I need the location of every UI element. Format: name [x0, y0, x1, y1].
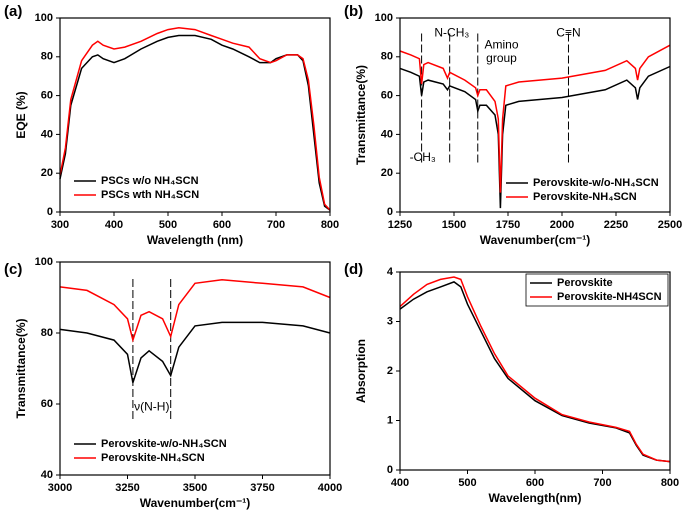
y-tick-label: 60 — [41, 398, 53, 410]
y-axis-title: EQE (%) — [14, 91, 28, 138]
annotation: C≡N — [556, 26, 580, 40]
y-tick-label: 0 — [47, 206, 53, 218]
x-tick-label: 1500 — [442, 219, 466, 231]
y-tick-label: 4 — [387, 266, 394, 278]
y-axis-title: Transmittance(%) — [354, 65, 368, 165]
y-tick-label: 60 — [41, 90, 53, 102]
y-tick-label: 0 — [387, 464, 393, 476]
plot-frame — [399, 17, 671, 213]
x-tick-label: 1250 — [388, 219, 412, 231]
annotation: ν(N-H) — [134, 400, 169, 414]
panel-label: (b) — [344, 3, 363, 20]
x-tick-label: 2500 — [658, 219, 682, 231]
plot-frame — [399, 271, 671, 471]
y-tick-label: 100 — [35, 12, 53, 24]
y-tick-label: 100 — [375, 12, 393, 24]
y-tick-label: 3 — [387, 315, 393, 327]
legend-label: Perovskite-NH₄SCN — [533, 191, 637, 203]
x-tick-label: 400 — [105, 219, 123, 231]
x-tick-label: 600 — [213, 219, 231, 231]
x-tick-label: 3250 — [115, 482, 139, 494]
legend-label: Perovskite-w/o-NH₄SCN — [533, 177, 659, 189]
series-line — [399, 281, 671, 463]
y-tick-label: 80 — [381, 51, 393, 63]
series-line — [59, 279, 331, 343]
x-tick-label: 4000 — [318, 482, 342, 494]
panel-label: (d) — [344, 261, 363, 278]
plot-frame — [59, 261, 331, 476]
x-tick-label: 400 — [391, 477, 409, 489]
x-tick-label: 800 — [661, 477, 679, 489]
x-axis-title: Wavelength(nm) — [489, 491, 582, 505]
x-tick-label: 600 — [526, 477, 544, 489]
x-tick-label: 3500 — [183, 482, 207, 494]
series-line — [59, 321, 331, 383]
x-tick-label: 3000 — [48, 482, 72, 494]
y-tick-label: 2 — [387, 365, 393, 377]
x-tick-label: 3750 — [250, 482, 274, 494]
legend-label: PSCs w/o NH₄SCN — [101, 175, 199, 187]
series-line — [59, 26, 331, 211]
y-tick-label: 20 — [381, 167, 393, 179]
x-tick-label: 300 — [51, 219, 69, 231]
y-axis-title: Transmittance(%) — [14, 318, 28, 418]
legend-label: Perovskite-w/o-NH₄SCN — [101, 438, 227, 450]
y-tick-label: 40 — [41, 128, 53, 140]
series-line — [59, 34, 331, 211]
x-axis-title: Wavelength (nm) — [147, 233, 243, 247]
x-tick-label: 500 — [458, 477, 476, 489]
legend-label: Perovskite-NH4SCN — [557, 291, 662, 303]
x-tick-label: 2250 — [604, 219, 628, 231]
series-line — [399, 276, 671, 463]
x-tick-label: 700 — [593, 477, 611, 489]
panel-label: (c) — [4, 261, 22, 278]
x-tick-label: 500 — [159, 219, 177, 231]
annotation: Amino — [485, 37, 519, 51]
series-line — [399, 65, 671, 209]
legend-box — [525, 273, 669, 307]
y-tick-label: 20 — [41, 167, 53, 179]
y-axis-title: Absorption — [354, 339, 368, 403]
x-axis-title: Wavenumber(cm⁻¹) — [140, 496, 251, 510]
legend-label: Perovskite-NH₄SCN — [101, 452, 205, 464]
panel-label: (a) — [4, 3, 22, 20]
legend-label: Perovskite — [557, 277, 613, 289]
x-tick-label: 1750 — [496, 219, 520, 231]
y-tick-label: 60 — [381, 90, 393, 102]
annotation: -CH₃ — [410, 150, 436, 164]
plot-frame — [59, 17, 331, 213]
annotation: N-CH₃ — [434, 26, 469, 40]
x-tick-label: 700 — [267, 219, 285, 231]
annotation: group — [486, 51, 517, 65]
y-tick-label: 80 — [41, 327, 53, 339]
x-tick-label: 2000 — [550, 219, 574, 231]
legend-label: PSCs wth NH₄SCN — [101, 189, 199, 201]
y-tick-label: 0 — [387, 206, 393, 218]
y-tick-label: 40 — [381, 128, 393, 140]
y-tick-label: 1 — [387, 414, 393, 426]
x-axis-title: Wavenumber(cm⁻¹) — [480, 233, 591, 247]
y-tick-label: 40 — [41, 469, 53, 481]
x-tick-label: 800 — [321, 219, 339, 231]
series-line — [399, 44, 671, 193]
y-tick-label: 100 — [35, 256, 53, 268]
y-tick-label: 80 — [41, 51, 53, 63]
